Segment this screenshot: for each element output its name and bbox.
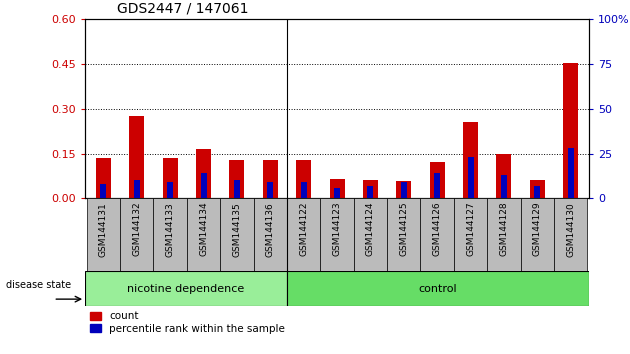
Bar bbox=[287, 198, 321, 271]
Text: GSM144131: GSM144131 bbox=[99, 202, 108, 257]
Bar bbox=[229, 160, 244, 198]
Text: GSM144125: GSM144125 bbox=[399, 202, 408, 257]
Bar bbox=[401, 182, 407, 198]
Bar bbox=[329, 179, 345, 198]
Bar bbox=[353, 198, 387, 271]
Bar bbox=[234, 181, 240, 198]
Bar bbox=[163, 158, 178, 198]
Bar bbox=[220, 198, 254, 271]
Bar bbox=[87, 198, 120, 271]
Bar bbox=[296, 160, 311, 198]
Text: GSM144123: GSM144123 bbox=[333, 202, 341, 257]
Text: GSM144122: GSM144122 bbox=[299, 202, 308, 256]
Bar bbox=[387, 198, 420, 271]
Bar bbox=[129, 116, 144, 198]
Bar bbox=[554, 198, 587, 271]
Bar bbox=[187, 198, 220, 271]
Bar bbox=[100, 184, 106, 198]
Text: GSM144128: GSM144128 bbox=[500, 202, 508, 257]
Bar bbox=[534, 186, 541, 198]
Bar bbox=[420, 198, 454, 271]
Bar bbox=[267, 182, 273, 198]
Bar bbox=[434, 173, 440, 198]
Bar bbox=[363, 180, 378, 198]
Bar bbox=[200, 173, 207, 198]
Bar bbox=[96, 158, 111, 198]
Bar bbox=[454, 198, 487, 271]
Bar bbox=[463, 122, 478, 198]
Text: GSM144133: GSM144133 bbox=[166, 202, 175, 257]
Text: disease state: disease state bbox=[6, 280, 71, 290]
Bar bbox=[430, 162, 445, 198]
Bar bbox=[396, 181, 411, 198]
Text: nicotine dependence: nicotine dependence bbox=[127, 284, 244, 293]
Bar bbox=[154, 198, 187, 271]
Text: GSM144129: GSM144129 bbox=[533, 202, 542, 257]
Text: GDS2447 / 147061: GDS2447 / 147061 bbox=[117, 2, 248, 16]
Legend: count, percentile rank within the sample: count, percentile rank within the sample bbox=[90, 312, 285, 333]
Bar bbox=[263, 160, 278, 198]
Text: GSM144126: GSM144126 bbox=[433, 202, 442, 257]
Bar bbox=[568, 148, 574, 198]
Bar bbox=[196, 149, 211, 198]
Text: GSM144130: GSM144130 bbox=[566, 202, 575, 257]
Text: GSM144136: GSM144136 bbox=[266, 202, 275, 257]
Text: GSM144127: GSM144127 bbox=[466, 202, 475, 257]
Bar bbox=[520, 198, 554, 271]
Bar bbox=[321, 198, 353, 271]
Bar bbox=[85, 271, 287, 306]
Bar bbox=[301, 182, 307, 198]
Bar bbox=[487, 198, 520, 271]
Bar bbox=[501, 175, 507, 198]
Bar bbox=[254, 198, 287, 271]
Bar bbox=[134, 181, 140, 198]
Bar bbox=[287, 271, 589, 306]
Bar bbox=[467, 157, 474, 198]
Text: GSM144124: GSM144124 bbox=[366, 202, 375, 256]
Bar bbox=[167, 182, 173, 198]
Text: GSM144132: GSM144132 bbox=[132, 202, 141, 257]
Text: control: control bbox=[419, 284, 457, 293]
Bar bbox=[563, 63, 578, 198]
Bar bbox=[530, 180, 545, 198]
Bar bbox=[334, 188, 340, 198]
Bar bbox=[367, 186, 374, 198]
Bar bbox=[120, 198, 154, 271]
Bar bbox=[496, 154, 512, 198]
Text: GSM144135: GSM144135 bbox=[232, 202, 241, 257]
Text: GSM144134: GSM144134 bbox=[199, 202, 208, 257]
